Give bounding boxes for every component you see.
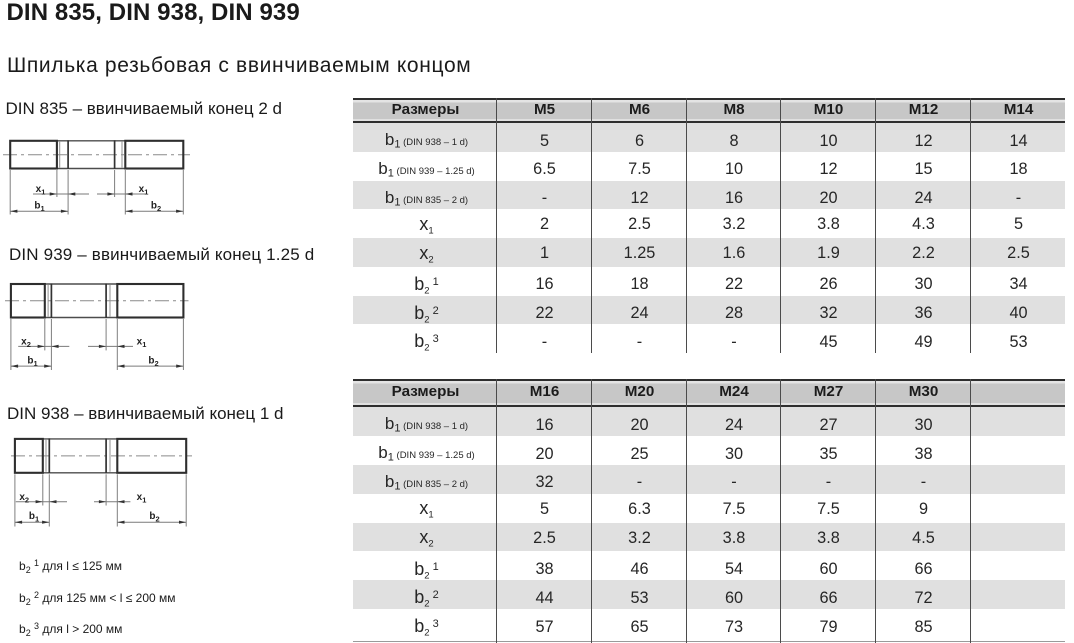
svg-text:b1: b1: [29, 511, 39, 524]
svg-text:x1: x1: [137, 337, 147, 350]
svg-text:x1: x1: [139, 184, 149, 197]
svg-text:b2: b2: [151, 200, 161, 213]
svg-text:b1: b1: [27, 355, 37, 368]
svg-text:x2: x2: [21, 337, 31, 350]
svg-text:x2: x2: [19, 492, 29, 505]
svg-text:b2: b2: [149, 511, 159, 524]
svg-text:x1: x1: [36, 184, 46, 197]
svg-text:b2: b2: [148, 355, 158, 368]
svg-text:x1: x1: [137, 492, 147, 505]
svg-text:b1: b1: [34, 200, 44, 213]
